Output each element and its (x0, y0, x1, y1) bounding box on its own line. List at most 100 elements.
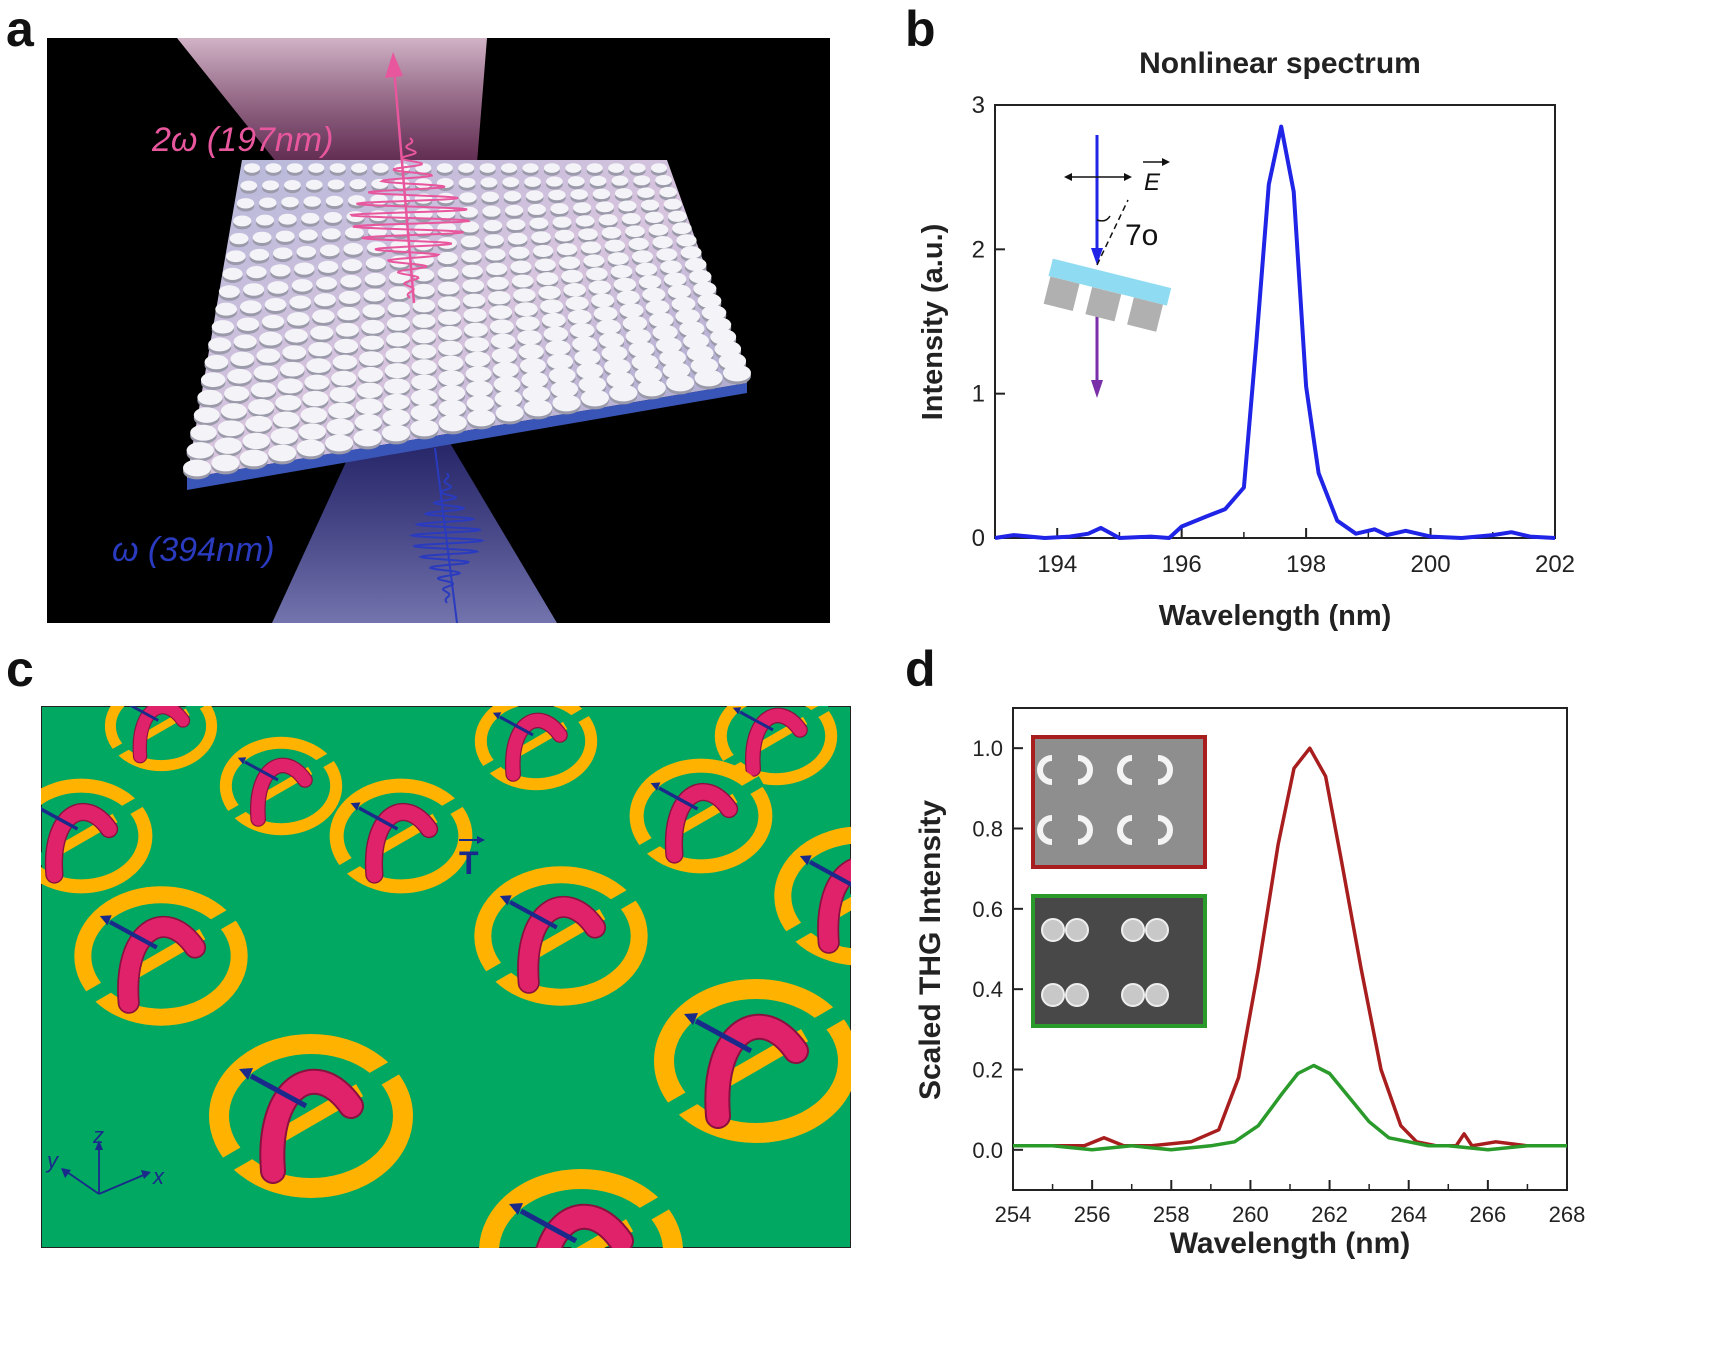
pillar (353, 429, 382, 447)
pillar (437, 296, 461, 310)
x-tick-label: 254 (995, 1202, 1032, 1227)
pillar (275, 230, 295, 242)
y-tick-label: 0.6 (972, 897, 1003, 922)
pillar (461, 250, 482, 263)
pillar (652, 236, 673, 249)
pillar (329, 386, 356, 403)
fundamental-beam (272, 438, 557, 623)
sem-split-ring (1117, 755, 1133, 785)
pillar (314, 293, 336, 307)
pillar (501, 163, 518, 173)
pillar (215, 302, 237, 316)
pillar (608, 163, 625, 173)
pillar (563, 283, 586, 297)
pillar (488, 291, 511, 305)
pillar (281, 196, 299, 208)
pillar (304, 374, 330, 390)
inset-incident-arrow-head (1091, 248, 1103, 265)
sem-disk (1065, 983, 1089, 1007)
pillar (547, 353, 574, 370)
pillar (509, 246, 530, 259)
fundamental-wave-packet (408, 472, 486, 604)
pillar (580, 389, 609, 407)
pillar (282, 345, 307, 360)
pillar (355, 398, 383, 415)
pillar (286, 163, 303, 173)
pillar (197, 389, 223, 405)
pillar (592, 188, 611, 200)
x-tick-label: 200 (1411, 551, 1451, 578)
pillar (413, 283, 435, 297)
pillar (302, 390, 329, 407)
pillar (248, 399, 275, 415)
pillar (706, 317, 732, 333)
chart-b-ylabel: Intensity (a.u.) (917, 224, 949, 421)
pillar (461, 264, 483, 278)
x-tick-label: 256 (1074, 1202, 1111, 1227)
pillar (589, 175, 607, 186)
pillar (384, 378, 410, 394)
pillar (618, 200, 637, 212)
pillar (270, 264, 291, 277)
pillar (637, 187, 655, 198)
pillar (465, 366, 492, 382)
pillar (326, 418, 354, 436)
pillar (513, 288, 536, 302)
pillar (183, 459, 211, 477)
pillar (574, 349, 601, 366)
pillar (287, 312, 310, 326)
pillar (242, 432, 270, 450)
pillar (310, 325, 334, 340)
pillar (233, 215, 252, 227)
sem-disk (1121, 983, 1145, 1007)
pillar (259, 331, 283, 346)
pillar (300, 407, 328, 424)
toroidal-unit-cell (209, 1034, 413, 1198)
pillar (543, 163, 560, 173)
pillar (598, 214, 618, 226)
pillar (656, 248, 678, 261)
pillar (567, 309, 592, 324)
pillar (690, 357, 719, 374)
pillar (410, 419, 439, 437)
axis-y-label: y (45, 1148, 60, 1173)
pillar (667, 284, 691, 299)
pillar (632, 250, 653, 263)
pillar (306, 358, 331, 373)
pillar (259, 197, 277, 208)
pillar (570, 189, 588, 200)
pillar (214, 437, 242, 454)
pillar (277, 378, 303, 394)
inset-normal-line (1096, 199, 1129, 266)
pillar (239, 449, 268, 467)
label-2w: 2ω (197nm) (151, 121, 333, 159)
pillar (338, 290, 361, 304)
pillar (388, 286, 410, 300)
pillar (236, 317, 260, 331)
panel-label-d: d (905, 641, 936, 697)
fundamental-ray (434, 447, 458, 623)
sem-disk (1041, 983, 1065, 1007)
x-tick-label: 264 (1390, 1202, 1427, 1227)
y-tick-label: 0 (972, 525, 985, 552)
sem-split-ring (1077, 815, 1093, 845)
pillar (186, 442, 214, 459)
pillar (385, 347, 410, 363)
pillar (648, 223, 669, 236)
pillar (606, 371, 635, 388)
pillar (621, 212, 641, 225)
pillar (641, 199, 660, 211)
pillar (370, 194, 388, 205)
pillar (372, 163, 389, 173)
toroidal-unit-cell (104, 706, 218, 772)
pillar (493, 376, 521, 393)
pillar (550, 380, 579, 398)
pillar (550, 203, 569, 215)
pillar (278, 213, 297, 225)
pillar (267, 281, 289, 294)
pillar (325, 195, 344, 207)
pillar (262, 180, 279, 191)
axis-triad: z y x (45, 1123, 165, 1195)
pillar (481, 191, 499, 203)
pillar (533, 244, 554, 258)
